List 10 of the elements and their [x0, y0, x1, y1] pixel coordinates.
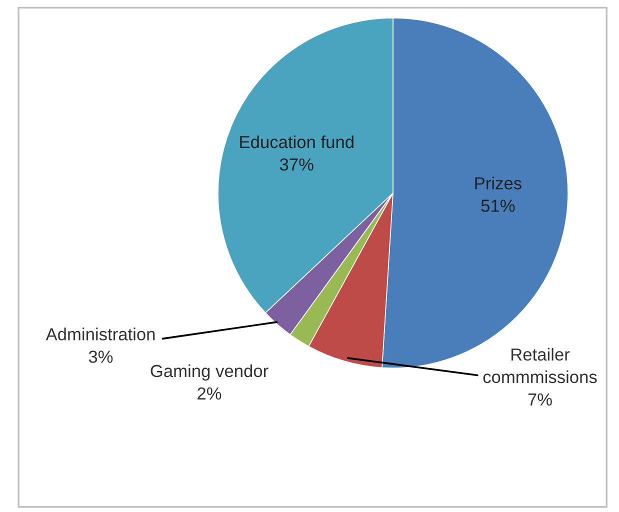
data-label: 37%: [280, 158, 314, 171]
data-label: 3%: [88, 350, 113, 363]
slice-label: Prizes: [475, 176, 522, 190]
data-label: 51%: [481, 200, 515, 212]
slice-label: Education fund: [240, 135, 354, 148]
slice-label: Administration: [46, 328, 155, 340]
slice-label: Gaming vendor: [150, 364, 268, 381]
data-label: 7%: [528, 393, 552, 406]
data-label: 2%: [198, 387, 222, 400]
slice-label: Retailer commmissions: [483, 348, 597, 384]
